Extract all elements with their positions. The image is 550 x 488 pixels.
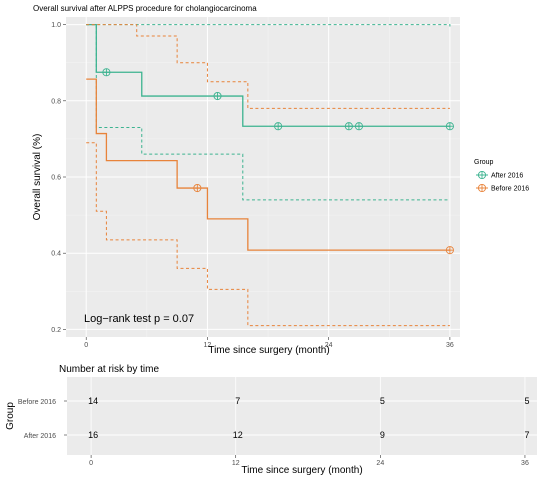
risk-x-tick-label: 36 (521, 460, 529, 467)
survival-curve-after-2016 (86, 23, 450, 127)
risk-x-tick-label: 12 (232, 460, 240, 467)
km-ticks: 0 12 24 36 0.2 0.4 0.6 0.8 1.0 (51, 22, 454, 349)
legend-label-after-2016: After 2016 (491, 173, 523, 180)
km-y-tick-label: 0.2 (51, 327, 61, 334)
risk-cell-before-2016: 14 (88, 396, 98, 406)
risk-ticks: 0 12 24 36 (64, 400, 529, 467)
ci-upper-after-2016 (86, 24, 451, 27)
risk-y-axis-title: Group (5, 402, 16, 430)
risk-table-panel (67, 377, 537, 455)
risk-x-tick-label: 24 (376, 460, 384, 467)
risk-cell-after-2016: 7 (524, 430, 529, 440)
km-y-tick-label: 0.6 (51, 175, 61, 182)
censor-mark-after-2016 (354, 122, 364, 131)
legend-title: Group (474, 159, 494, 166)
censor-mark-after-2016 (274, 122, 283, 131)
risk-x-axis-title: Time since surgery (month) (241, 465, 362, 476)
km-y-axis-title: Overall survival (%) (32, 134, 43, 221)
censor-mark-after-2016 (102, 68, 111, 77)
risk-cell-before-2016: 5 (524, 396, 529, 406)
risk-cell-after-2016: 9 (380, 430, 385, 440)
ci-lower-before-2016 (86, 142, 450, 327)
risk-cells: 14 7 5 5 16 12 9 7 (88, 396, 529, 440)
censor-mark-after-2016 (213, 91, 222, 101)
km-y-tick-label: 0.8 (51, 98, 61, 105)
risk-cell-after-2016: 12 (233, 430, 243, 440)
risk-cell-after-2016: 16 (88, 430, 98, 440)
risk-cell-before-2016: 7 (235, 396, 240, 406)
km-x-tick-label: 12 (204, 342, 212, 349)
legend-keys (476, 170, 488, 193)
ci-lower-after-2016 (86, 24, 450, 201)
legend: Group After 2016 Before 2016 (474, 159, 529, 193)
risk-grid (67, 377, 537, 455)
km-y-tick-label: 0.4 (51, 251, 61, 258)
km-curves (86, 23, 454, 327)
km-y-tick-label: 1.0 (51, 22, 61, 29)
legend-key-before-2016 (476, 183, 488, 193)
km-x-tick-label: 0 (84, 342, 88, 349)
logrank-annotation: Log−rank test p = 0.07 (84, 313, 194, 325)
km-x-axis-title: Time since surgery (month) (208, 345, 329, 356)
censor-mark-after-2016 (344, 122, 353, 131)
km-title: Overall survival after ALPPS procedure f… (33, 4, 257, 13)
censor-mark-before-2016 (193, 183, 202, 193)
risk-table-title: Number at risk by time (59, 364, 159, 375)
censor-mark-after-2016 (445, 122, 454, 131)
risk-x-tick-label: 0 (89, 460, 93, 467)
risk-cell-before-2016: 5 (380, 396, 385, 406)
survival-curve-before-2016 (86, 78, 450, 251)
risk-row-label-before-2016: Before 2016 (18, 399, 56, 406)
risk-row-label-after-2016: After 2016 (24, 433, 56, 440)
legend-key-after-2016 (476, 170, 488, 180)
km-x-tick-label: 24 (325, 342, 333, 349)
censor-mark-before-2016 (445, 246, 454, 255)
km-x-tick-label: 36 (446, 342, 454, 349)
legend-label-before-2016: Before 2016 (491, 186, 529, 193)
ci-upper-before-2016 (86, 24, 450, 109)
